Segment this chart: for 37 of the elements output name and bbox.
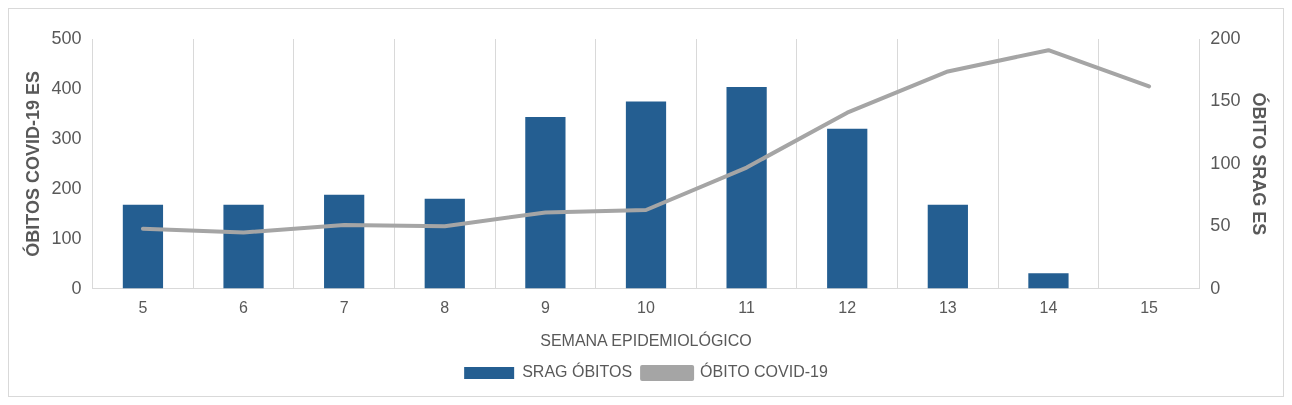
x-tick-label: 15: [1140, 298, 1159, 316]
legend-label: SRAG ÓBITOS: [522, 362, 633, 381]
y2-tick-label: 0: [1210, 277, 1221, 298]
x-tick-label: 13: [938, 298, 957, 316]
y-tick-label: 100: [51, 227, 82, 248]
bar: [424, 198, 465, 289]
y2-tick-label: 50: [1210, 215, 1231, 236]
bar: [122, 204, 164, 289]
bar: [625, 101, 667, 289]
x-tick-label: 5: [138, 298, 148, 316]
y2-axis-title: ÓBITO SRAG ES: [1249, 92, 1271, 236]
x-tick-label: 12: [838, 298, 857, 316]
y-tick-label: 0: [71, 277, 82, 298]
bar: [927, 204, 968, 289]
x-tick-label: 9: [540, 298, 550, 316]
y-tick-label: 500: [51, 27, 82, 48]
x-axis-title: SEMANA EPIDEMIOLÓGICO: [540, 330, 752, 349]
y2-tick-label: 150: [1210, 90, 1241, 111]
bar: [525, 116, 566, 289]
y-tick-label: 400: [51, 77, 82, 98]
bar: [726, 86, 767, 289]
x-tick-label: 11: [738, 298, 756, 316]
bar: [223, 204, 264, 289]
y-axis-title: ÓBITOS COVID-19 ES: [21, 70, 43, 257]
bar: [324, 194, 365, 289]
y2-tick-label: 100: [1210, 152, 1241, 173]
x-tick-label: 14: [1039, 298, 1058, 316]
x-tick-label: 8: [440, 298, 450, 316]
y2-tick-label: 200: [1210, 27, 1241, 48]
x-tick-label: 7: [339, 298, 349, 316]
bar: [827, 128, 868, 289]
x-tick-label: 6: [239, 298, 249, 316]
y-tick-label: 300: [51, 127, 82, 148]
legend-label: ÓBITO COVID-19: [700, 362, 828, 381]
x-tick-label: 10: [637, 298, 655, 316]
bar: [1028, 273, 1069, 289]
y-tick-label: 200: [51, 177, 82, 198]
